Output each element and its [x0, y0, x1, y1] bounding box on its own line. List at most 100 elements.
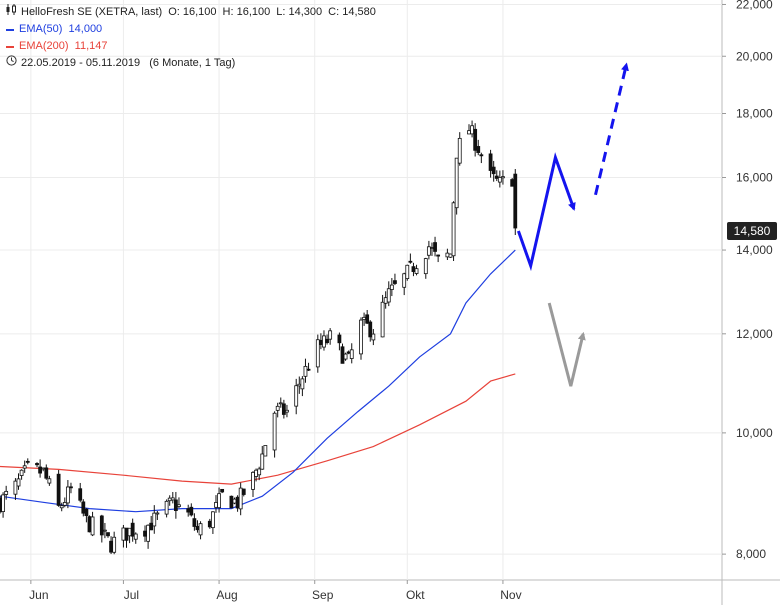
candle-body — [189, 506, 194, 516]
candle-body — [198, 523, 203, 536]
candle-body — [300, 378, 305, 390]
candle-body — [405, 264, 410, 280]
candle-body — [491, 166, 496, 175]
candle-body — [322, 335, 326, 348]
x-tick-label: Okt — [406, 588, 425, 602]
candle-body — [365, 314, 370, 324]
y-tick-label: 18,000 — [736, 107, 773, 121]
candle-body — [238, 487, 243, 510]
candle-body — [167, 497, 172, 502]
candle-body — [127, 527, 132, 537]
candle-body — [4, 490, 9, 495]
candle-body — [19, 469, 24, 476]
close-label: C: — [328, 6, 340, 18]
candle-body — [380, 301, 385, 338]
x-tick-label: Aug — [216, 588, 237, 602]
y-axis: 22,000 20,000 18,000 16,000 14,000 12,000 10,0… — [722, 0, 773, 561]
candle-body — [16, 478, 21, 487]
candle-body — [214, 502, 218, 508]
candle-body — [13, 480, 18, 495]
y-tick-label: 20,000 — [736, 49, 773, 63]
candle-body — [257, 468, 262, 476]
candle-body — [414, 268, 419, 274]
candle-body — [349, 349, 354, 359]
candle-body — [383, 297, 388, 304]
candle-body — [306, 368, 311, 371]
high-value: 16,100 — [236, 6, 271, 18]
candle-body — [87, 516, 92, 533]
candle-body — [90, 516, 95, 536]
candle-body — [69, 486, 73, 489]
candle-body — [479, 154, 484, 157]
candle-body — [337, 334, 342, 344]
ema200-value: 11,147 — [74, 40, 108, 52]
candle-body — [210, 511, 215, 529]
candle-body — [41, 467, 46, 470]
candle-body — [318, 339, 323, 345]
candle-body — [229, 495, 234, 509]
candle-body — [263, 445, 268, 457]
candle-body — [47, 478, 52, 484]
ema50-swatch — [6, 28, 14, 31]
candle-body — [44, 467, 49, 479]
candle-body — [149, 522, 154, 531]
candle-body — [62, 502, 67, 506]
candle-body — [143, 530, 147, 537]
candle-body — [35, 463, 39, 466]
candle-body — [146, 524, 151, 542]
high-label: H: — [222, 6, 234, 18]
x-tick-label: Jul — [124, 588, 139, 602]
candle-body — [124, 527, 129, 541]
legend-ema200-row[interactable]: EMA(200) 11,147 — [6, 38, 376, 55]
candle-body — [133, 533, 138, 540]
candle-body — [294, 385, 299, 407]
candle-body — [164, 500, 169, 515]
candle-body — [177, 504, 181, 507]
candle-body — [343, 353, 348, 360]
candle-body — [78, 488, 83, 501]
legend: HelloFresh SE (XETRA, last) O: 16,100 H:… — [6, 4, 376, 72]
candle-body — [448, 253, 453, 258]
candle-body — [368, 321, 373, 338]
last-price-tag: 14,580 — [727, 222, 777, 240]
y-tick-label: 12,000 — [736, 327, 773, 341]
candle-body — [112, 536, 117, 553]
y-tick-label: 10,000 — [736, 426, 773, 440]
candle-body — [457, 137, 462, 164]
legend-ema50-row[interactable]: EMA(50) 14,000 — [6, 21, 376, 38]
annotation-arrow-gray-solid — [547, 302, 586, 387]
candle-body — [411, 266, 416, 272]
candle-body — [389, 284, 394, 290]
candle-body — [513, 173, 518, 229]
date-range: 22.05.2019 - 05.11.2019 — [21, 57, 141, 69]
ema200-line — [0, 373, 516, 485]
candle-body — [315, 339, 320, 368]
candle-body — [433, 242, 437, 252]
annotation-arrows — [516, 62, 629, 387]
candle-body — [59, 505, 64, 509]
low-value: 14,300 — [288, 6, 323, 18]
ema200-line-group — [0, 373, 516, 485]
y-tick-label: 14,000 — [736, 243, 773, 257]
candle-body — [386, 288, 391, 303]
candle-body — [22, 465, 27, 469]
ema50-label: EMA(50) — [19, 23, 63, 35]
x-tick-label: Nov — [500, 588, 521, 602]
candle-body — [56, 473, 61, 506]
candles-group — [0, 120, 518, 555]
candle-body — [130, 522, 135, 537]
candle-body — [488, 153, 493, 171]
candle-body — [106, 532, 110, 537]
candle-body — [340, 346, 345, 364]
y-tick-label: 16,000 — [736, 170, 773, 184]
candle-body — [371, 333, 376, 341]
candle-body — [470, 125, 474, 135]
candle-body — [232, 498, 237, 504]
candle-body — [501, 176, 505, 179]
candle-body — [170, 497, 175, 501]
candle-body — [278, 402, 283, 405]
candle-body — [251, 471, 255, 490]
candle-body — [281, 403, 286, 415]
